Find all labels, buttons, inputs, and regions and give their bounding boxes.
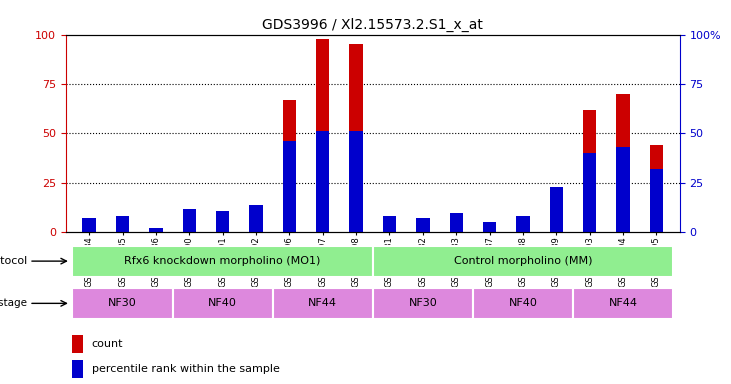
Bar	[483, 222, 496, 232]
Bar	[516, 218, 530, 232]
Bar	[149, 230, 162, 232]
Text: NF44: NF44	[308, 298, 337, 308]
Bar	[72, 335, 83, 353]
Bar	[316, 38, 330, 232]
Bar	[373, 288, 473, 319]
Bar	[516, 217, 530, 232]
Bar	[383, 220, 396, 232]
Bar	[249, 205, 262, 232]
Text: count: count	[91, 339, 123, 349]
Bar	[573, 288, 673, 319]
Bar	[316, 131, 330, 232]
Bar	[373, 246, 673, 276]
Bar	[283, 141, 296, 232]
Bar	[349, 45, 363, 232]
Text: development stage: development stage	[0, 298, 27, 308]
Text: NF40: NF40	[509, 298, 537, 308]
Text: NF40: NF40	[208, 298, 237, 308]
Bar	[616, 147, 630, 232]
Bar	[72, 246, 373, 276]
Bar	[349, 131, 363, 232]
Bar	[450, 213, 463, 232]
Text: percentile rank within the sample: percentile rank within the sample	[91, 364, 279, 374]
Bar	[383, 217, 396, 232]
Bar	[550, 187, 563, 232]
Text: Rfx6 knockdown morpholino (MO1): Rfx6 knockdown morpholino (MO1)	[124, 256, 321, 266]
Title: GDS3996 / Xl2.15573.2.S1_x_at: GDS3996 / Xl2.15573.2.S1_x_at	[262, 18, 483, 32]
Bar	[650, 169, 663, 232]
Bar	[583, 110, 596, 232]
Bar	[72, 360, 83, 378]
Bar	[216, 215, 230, 232]
Bar	[650, 145, 663, 232]
Bar	[550, 187, 563, 232]
Bar	[183, 209, 196, 232]
Text: NF30: NF30	[409, 298, 437, 308]
Bar	[216, 210, 230, 232]
Bar	[273, 288, 373, 319]
Bar	[83, 218, 96, 232]
Bar	[450, 215, 463, 232]
Bar	[115, 217, 129, 232]
Bar	[283, 100, 296, 232]
Text: NF30: NF30	[108, 298, 137, 308]
Bar	[183, 213, 196, 232]
Bar	[583, 153, 596, 232]
Bar	[249, 209, 262, 232]
Bar	[83, 227, 96, 232]
Bar	[149, 228, 162, 232]
Bar	[115, 224, 129, 232]
Text: protocol: protocol	[0, 256, 27, 266]
Bar	[72, 288, 173, 319]
Bar	[173, 288, 273, 319]
Bar	[416, 224, 430, 232]
Text: NF44: NF44	[609, 298, 637, 308]
Bar	[483, 224, 496, 232]
Bar	[473, 288, 573, 319]
Bar	[616, 94, 630, 232]
Bar	[416, 218, 430, 232]
Text: Control morpholino (MM): Control morpholino (MM)	[454, 256, 592, 266]
